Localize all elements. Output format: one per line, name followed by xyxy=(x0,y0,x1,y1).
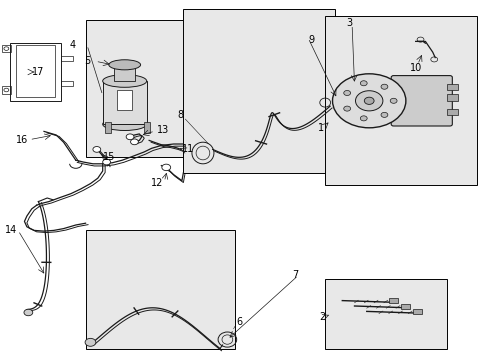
Ellipse shape xyxy=(108,60,141,70)
Text: 6: 6 xyxy=(236,317,242,327)
Ellipse shape xyxy=(102,118,146,131)
Bar xyxy=(85,230,234,349)
Text: 2: 2 xyxy=(318,312,325,322)
Bar xyxy=(447,109,457,115)
Text: 12: 12 xyxy=(151,178,163,188)
Circle shape xyxy=(102,159,110,165)
Bar xyxy=(325,279,447,349)
Text: 10: 10 xyxy=(409,63,422,73)
Circle shape xyxy=(130,139,138,145)
Bar xyxy=(61,81,73,86)
Text: 14: 14 xyxy=(5,225,17,235)
Ellipse shape xyxy=(102,75,146,87)
Circle shape xyxy=(380,112,387,117)
Circle shape xyxy=(364,97,373,104)
Bar xyxy=(447,94,457,101)
Text: 11: 11 xyxy=(182,144,194,154)
Circle shape xyxy=(24,309,33,316)
Bar xyxy=(412,309,421,314)
Bar xyxy=(61,56,73,61)
Circle shape xyxy=(360,81,366,86)
Text: 5: 5 xyxy=(84,56,90,66)
Bar xyxy=(102,81,146,124)
Bar xyxy=(117,90,132,110)
Bar xyxy=(388,298,397,303)
Bar xyxy=(2,86,11,94)
Circle shape xyxy=(93,147,101,152)
Text: 8: 8 xyxy=(177,110,183,120)
Bar xyxy=(183,9,334,173)
Text: 3: 3 xyxy=(345,18,351,28)
Text: 4: 4 xyxy=(69,40,76,50)
Bar xyxy=(114,67,135,81)
Bar xyxy=(447,84,457,90)
Text: 13: 13 xyxy=(156,125,168,135)
Circle shape xyxy=(355,91,382,111)
Circle shape xyxy=(360,116,366,121)
Text: 9: 9 xyxy=(307,35,314,45)
Circle shape xyxy=(389,98,396,103)
Bar xyxy=(144,122,150,133)
FancyBboxPatch shape xyxy=(390,76,451,126)
Text: 17: 17 xyxy=(32,67,44,77)
Bar xyxy=(105,122,111,133)
Bar xyxy=(2,45,11,52)
Bar xyxy=(10,43,61,101)
Circle shape xyxy=(85,338,96,346)
Circle shape xyxy=(343,106,350,111)
Circle shape xyxy=(380,84,387,89)
Circle shape xyxy=(126,134,134,140)
Circle shape xyxy=(162,164,170,171)
Text: 7: 7 xyxy=(291,270,298,280)
Bar xyxy=(16,45,55,97)
Text: 1: 1 xyxy=(317,123,323,133)
Text: 16: 16 xyxy=(16,135,28,145)
Bar xyxy=(85,20,185,157)
Circle shape xyxy=(343,90,350,95)
Text: 15: 15 xyxy=(102,152,115,162)
Bar xyxy=(400,304,409,309)
Bar xyxy=(325,16,476,185)
Circle shape xyxy=(332,74,405,128)
